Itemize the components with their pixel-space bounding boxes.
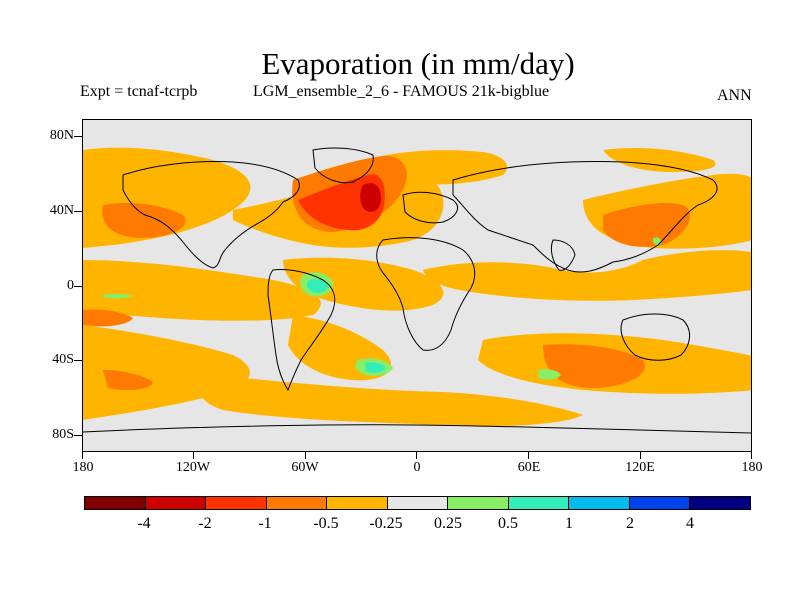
- x-tick: [751, 452, 752, 459]
- y-tick-label: 40N: [49, 203, 74, 218]
- colorbar-label: 0.5: [498, 515, 518, 532]
- colorbar-label: -0.5: [313, 515, 339, 532]
- colorbar: [84, 496, 751, 510]
- evaporation-map: [82, 119, 752, 452]
- map-canvas: [83, 120, 751, 451]
- season-label: ANN: [717, 87, 752, 104]
- colorbar-label: 1: [565, 515, 573, 532]
- x-tick: [528, 452, 529, 459]
- y-tick: [74, 360, 82, 361]
- colorbar-label: 2: [626, 515, 634, 532]
- x-tick-label: 60W: [291, 460, 319, 475]
- x-tick-label: 60E: [517, 460, 541, 475]
- x-tick: [640, 452, 641, 459]
- y-tick: [74, 136, 82, 137]
- coastlines: [83, 147, 751, 434]
- colorbar-segment: [145, 497, 207, 509]
- x-tick: [305, 452, 306, 459]
- colorbar-segment: [266, 497, 328, 509]
- y-tick: [74, 286, 82, 287]
- colorbar-segment: [629, 497, 691, 509]
- x-tick: [193, 452, 194, 459]
- contour-positive: [103, 237, 662, 380]
- plot-title: Evaporation (in mm/day): [261, 46, 575, 81]
- colorbar-segment: [448, 497, 509, 509]
- x-tick-label: 0: [413, 460, 421, 475]
- colorbar-segment: [508, 497, 570, 509]
- x-tick-label: 120W: [175, 460, 211, 475]
- contour-dark-red: [360, 183, 381, 212]
- x-tick-label: 180: [741, 460, 763, 475]
- colorbar-segment: [387, 497, 449, 509]
- y-tick-label: 80S: [52, 427, 74, 442]
- experiment-label: Expt = tcnaf-tcrpb: [80, 83, 198, 100]
- y-tick-label: 0: [67, 278, 74, 293]
- colorbar-segment: [569, 497, 630, 509]
- colorbar-label: -2: [198, 515, 212, 532]
- y-tick: [74, 211, 82, 212]
- colorbar-label: 0.25: [434, 515, 462, 532]
- x-tick-label: 180: [72, 460, 94, 475]
- x-tick: [82, 452, 83, 459]
- y-tick: [74, 435, 82, 436]
- x-tick: [416, 452, 417, 459]
- colorbar-label: 4: [686, 515, 694, 532]
- colorbar-label: -0.25: [369, 515, 403, 532]
- y-tick-label: 40S: [52, 352, 74, 367]
- colorbar-segment: [206, 497, 267, 509]
- model-label: LGM_ensemble_2_6 - FAMOUS 21k-bigblue: [253, 83, 550, 100]
- colorbar-label: -4: [137, 515, 151, 532]
- colorbar-segment: [85, 497, 146, 509]
- colorbar-label: -1: [258, 515, 272, 532]
- y-tick-label: 80N: [49, 128, 74, 143]
- x-tick-label: 120E: [625, 460, 655, 475]
- colorbar-segment: [327, 497, 388, 509]
- colorbar-segment: [690, 497, 751, 509]
